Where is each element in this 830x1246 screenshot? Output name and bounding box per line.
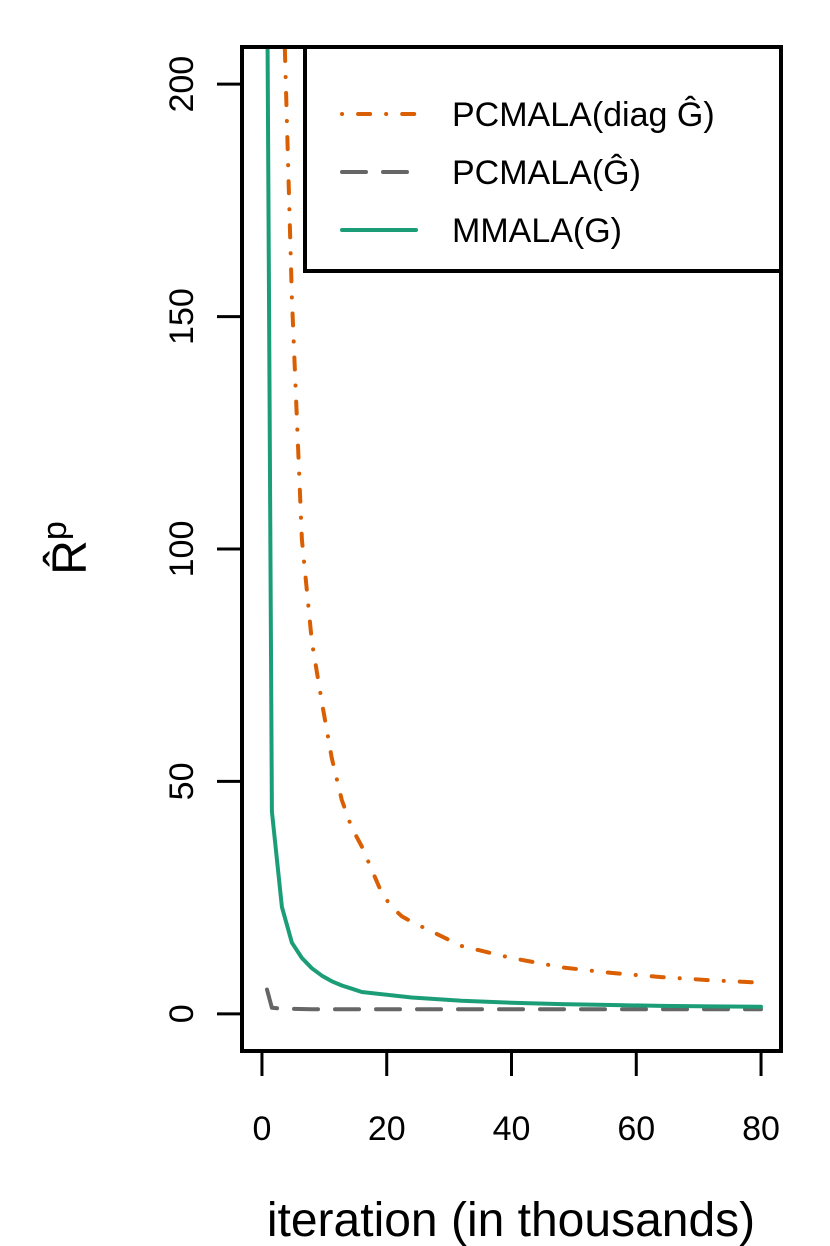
- y-axis-title: R̂p: [36, 521, 97, 575]
- x-tick-label: 60: [617, 1110, 655, 1148]
- x-tick-label: 80: [742, 1110, 780, 1148]
- x-tick-label: 0: [253, 1110, 272, 1148]
- y-tick-label: 150: [163, 288, 201, 345]
- y-axis-title-superscript: p: [36, 521, 74, 540]
- series-line-1: [265, 987, 763, 1012]
- legend-box: [303, 45, 783, 273]
- series-line-2: [265, 47, 763, 1009]
- y-tick-label: 50: [163, 762, 201, 800]
- legend-label-1: PCMALA(Ĝ): [452, 154, 641, 192]
- legend: PCMALA(diag Ĝ) PCMALA(Ĝ) MMALA(G): [303, 45, 783, 273]
- legend-label-0: PCMALA(diag Ĝ): [452, 96, 715, 134]
- y-tick-label: 100: [163, 521, 201, 578]
- y-tick-label: 200: [163, 56, 201, 113]
- legend-label-2: MMALA(G): [452, 212, 622, 250]
- x-tick-label: 40: [493, 1110, 531, 1148]
- x-axis: 0 20 40 60 80: [253, 1049, 780, 1148]
- y-tick-label: 0: [163, 1004, 201, 1023]
- y-axis: 0 50 100 150 200: [163, 56, 244, 1023]
- x-axis-title: iteration (in thousands): [267, 1194, 755, 1246]
- y-axis-title-main: R̂: [43, 540, 97, 575]
- series-layer: [265, 47, 763, 1012]
- svg-text:R̂p: R̂p: [36, 521, 97, 575]
- x-tick-label: 20: [368, 1110, 406, 1148]
